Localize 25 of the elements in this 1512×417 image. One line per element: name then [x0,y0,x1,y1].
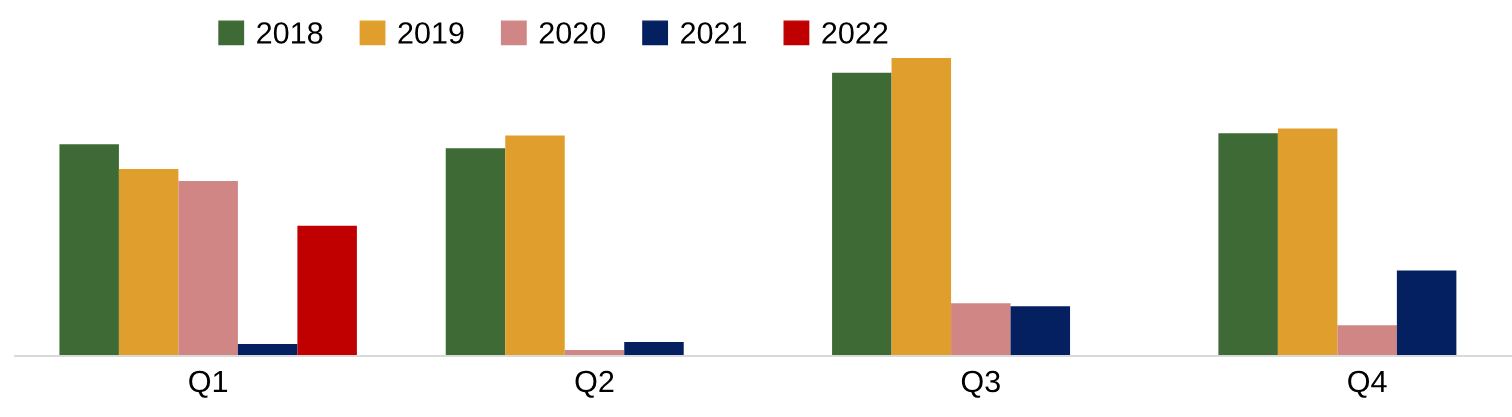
bar [832,72,892,356]
bar [951,303,1011,356]
x-tick-label: Q3 [961,370,1000,398]
bar [445,148,506,356]
legend-label: 2022 [822,22,888,44]
bar [1277,128,1338,356]
bar [1396,270,1457,356]
legend-label: 2020 [539,22,606,44]
legend-label: 2021 [681,22,747,44]
legend-label: 2019 [398,22,464,44]
bar [1218,133,1278,356]
bar [1337,325,1397,356]
x-tick-label: Q4 [1348,370,1387,398]
bar [178,181,238,356]
x-tick-label: Q1 [189,370,228,398]
bar [237,344,298,356]
bar [624,341,684,356]
bar [891,57,952,356]
bar [118,169,179,356]
x-tick-label: Q2 [575,370,614,398]
bar [59,144,119,356]
bar [1010,306,1071,356]
bar [505,135,565,356]
legend-label: 2018 [257,22,323,44]
bar [297,225,357,356]
